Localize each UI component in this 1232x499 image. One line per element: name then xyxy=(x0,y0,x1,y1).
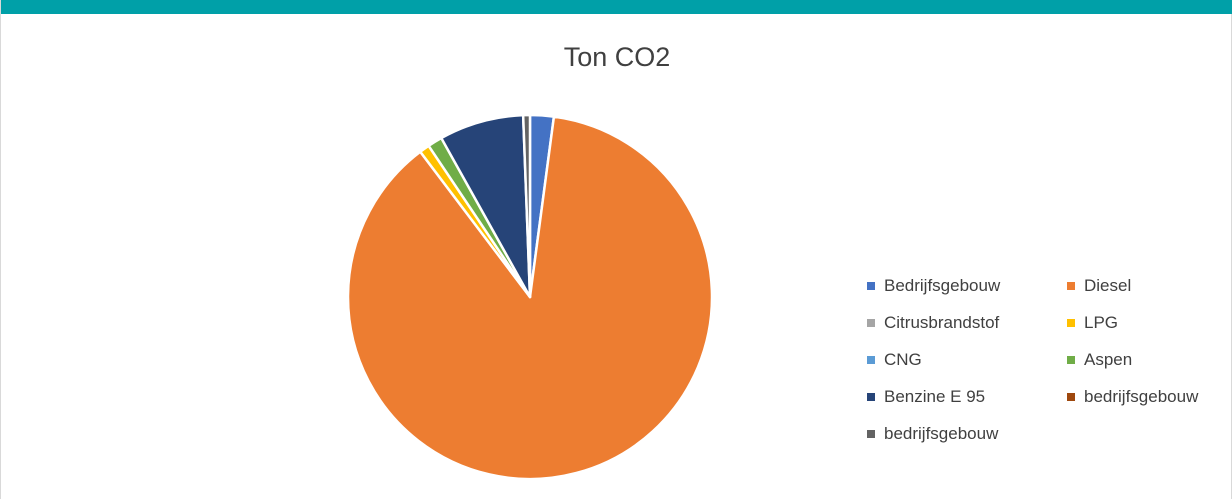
legend-label: Aspen xyxy=(1084,350,1133,369)
legend-swatch xyxy=(867,393,875,401)
legend-swatch xyxy=(1067,356,1075,364)
legend-item-0: Bedrijfsgebouw xyxy=(867,276,1000,296)
legend-swatch xyxy=(1067,393,1075,401)
legend-swatch xyxy=(1067,319,1075,327)
legend-label: LPG xyxy=(1084,313,1119,332)
legend-label: bedrijfsgebouw xyxy=(1084,387,1199,406)
pie-slice-8 xyxy=(521,113,532,299)
legend-swatch xyxy=(867,319,875,327)
legend-item-8: bedrijfsgebouw xyxy=(867,424,998,444)
legend-swatch xyxy=(867,430,875,438)
legend-label: Diesel xyxy=(1084,276,1132,295)
legend-label: Bedrijfsgebouw xyxy=(884,276,1001,295)
legend-item-7: bedrijfsgebouw xyxy=(1067,387,1198,407)
legend-item-3: LPG xyxy=(1067,313,1118,333)
legend-swatch xyxy=(867,356,875,364)
legend-item-5: Aspen xyxy=(1067,350,1132,370)
legend-swatch xyxy=(1067,282,1075,290)
chart-title: Ton CO2 xyxy=(563,42,671,72)
legend-item-6: Benzine E 95 xyxy=(867,387,985,407)
top-accent-bar xyxy=(1,0,1232,14)
legend-label: Citrusbrandstof xyxy=(884,313,1000,332)
legend-item-1: Diesel xyxy=(1067,276,1131,296)
legend-label: CNG xyxy=(884,350,922,369)
legend-label: Benzine E 95 xyxy=(884,387,986,406)
legend-label: bedrijfsgebouw xyxy=(884,424,999,443)
legend-swatch xyxy=(867,282,875,290)
legend-item-4: CNG xyxy=(867,350,922,370)
legend-item-2: Citrusbrandstof xyxy=(867,313,999,333)
